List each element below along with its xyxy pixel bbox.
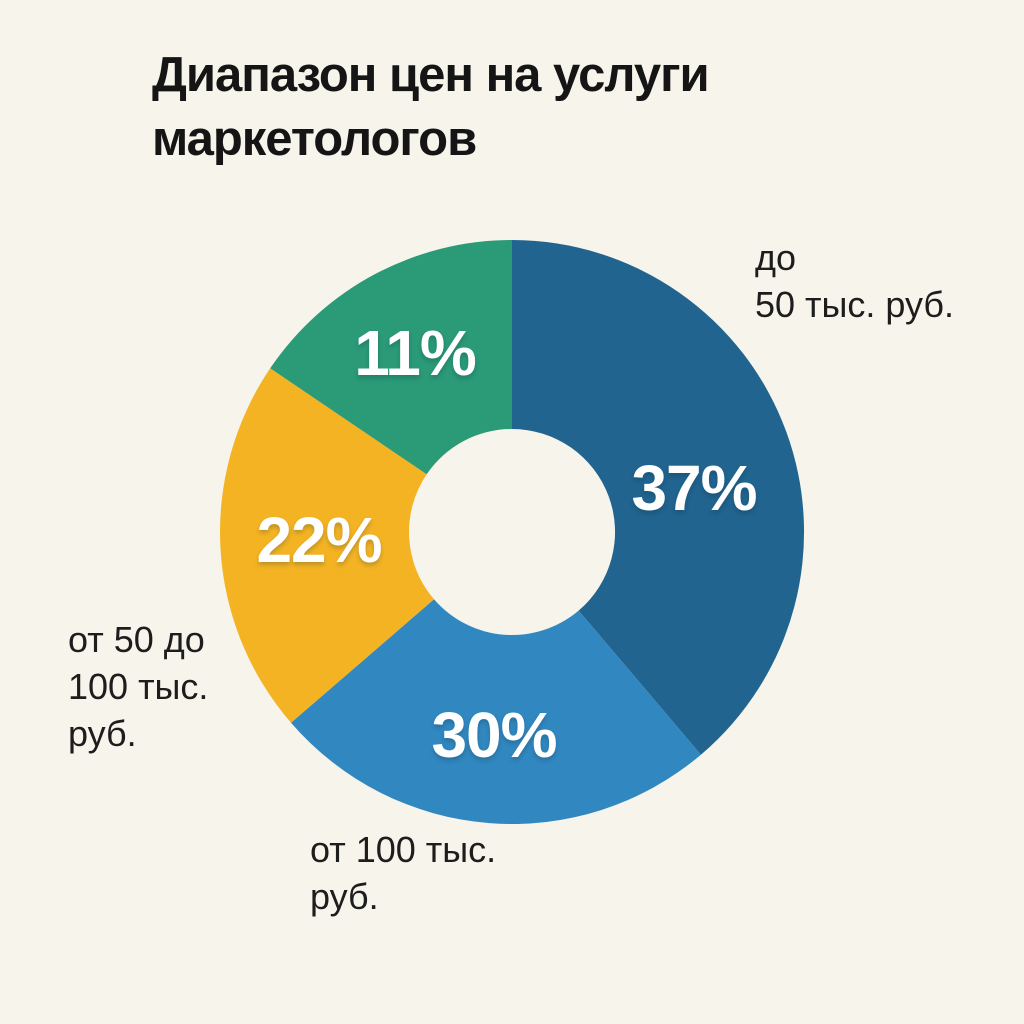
slice-category-label-under-50k: до 50 тыс. руб. [755, 237, 955, 325]
slice-value-label-22: 22% [256, 504, 382, 576]
slice-category-label-50k-100k: от 50 до 100 тыс. руб. [68, 619, 209, 754]
slice-value-label-37: 37% [631, 452, 757, 524]
slice-category-label-over-100k: от 100 тыс. руб. [310, 829, 497, 917]
donut-slice-2 [220, 368, 434, 723]
donut-slice-3 [270, 240, 512, 475]
slice-value-label-30: 30% [431, 699, 557, 771]
chart-title: Диапазон цен на услуги маркетологов [152, 48, 710, 166]
slice-value-label-11: 11% [354, 317, 477, 389]
donut-slice-1 [291, 599, 701, 824]
donut-slice-0 [512, 240, 805, 755]
